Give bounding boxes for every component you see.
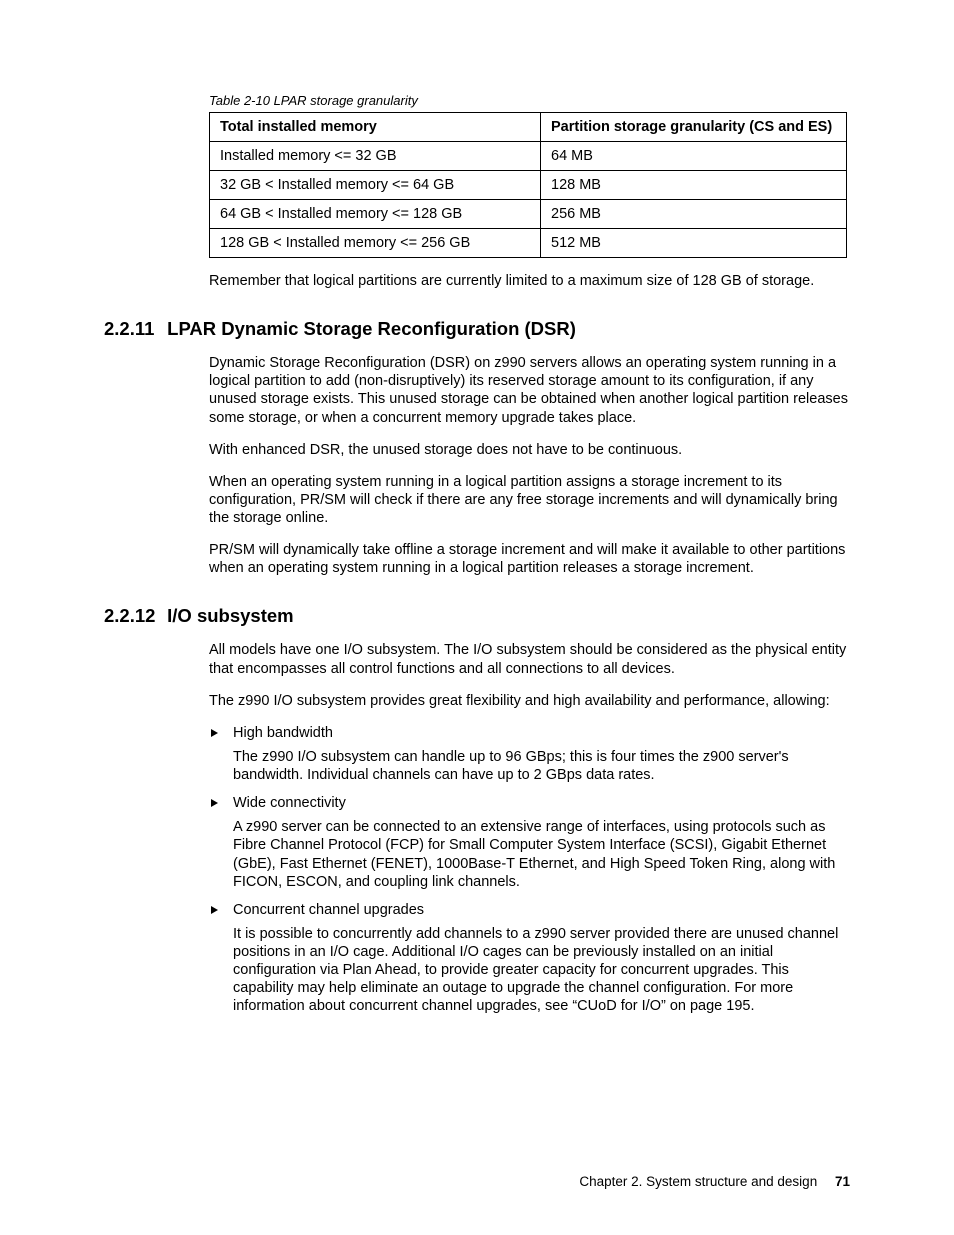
table-row: 128 GB < Installed memory <= 256 GB 512 … bbox=[210, 229, 847, 258]
list-item-body: It is possible to concurrently add chann… bbox=[233, 925, 850, 1016]
list-item-body: A z990 server can be connected to an ext… bbox=[233, 818, 850, 891]
granularity-table: Total installed memory Partition storage… bbox=[209, 112, 847, 258]
section-number: 2.2.11 bbox=[104, 318, 162, 340]
paragraph: With enhanced DSR, the unused storage do… bbox=[209, 441, 850, 459]
paragraph: All models have one I/O subsystem. The I… bbox=[209, 641, 850, 677]
section-title: LPAR Dynamic Storage Reconfiguration (DS… bbox=[167, 318, 576, 339]
table-row: 64 GB < Installed memory <= 128 GB 256 M… bbox=[210, 200, 847, 229]
list-item: Concurrent channel upgrades It is possib… bbox=[209, 901, 850, 1016]
footer-chapter: Chapter 2. System structure and design bbox=[579, 1174, 817, 1189]
post-table-note: Remember that logical partitions are cur… bbox=[209, 272, 850, 290]
table-header: Total installed memory bbox=[210, 113, 541, 142]
paragraph: Dynamic Storage Reconfiguration (DSR) on… bbox=[209, 354, 850, 427]
section-heading-io: 2.2.12 I/O subsystem bbox=[104, 605, 850, 627]
paragraph: PR/SM will dynamically take offline a st… bbox=[209, 541, 850, 577]
table-cell: 32 GB < Installed memory <= 64 GB bbox=[210, 171, 541, 200]
table-row: 32 GB < Installed memory <= 64 GB 128 MB bbox=[210, 171, 847, 200]
paragraph: The z990 I/O subsystem provides great fl… bbox=[209, 692, 850, 710]
table-cell: 128 GB < Installed memory <= 256 GB bbox=[210, 229, 541, 258]
section-body-io: All models have one I/O subsystem. The I… bbox=[209, 641, 850, 1015]
bullet-list: High bandwidth The z990 I/O subsystem ca… bbox=[209, 724, 850, 1016]
paragraph: Remember that logical partitions are cur… bbox=[209, 272, 850, 290]
table-cell: 256 MB bbox=[541, 200, 847, 229]
table-cell: 512 MB bbox=[541, 229, 847, 258]
table-cell: 64 GB < Installed memory <= 128 GB bbox=[210, 200, 541, 229]
section-title: I/O subsystem bbox=[167, 605, 293, 626]
table-caption: Table 2-10 LPAR storage granularity bbox=[209, 93, 850, 108]
section-number: 2.2.12 bbox=[104, 605, 162, 627]
table-cell: 128 MB bbox=[541, 171, 847, 200]
list-item-title: Concurrent channel upgrades bbox=[233, 901, 850, 919]
table-header: Partition storage granularity (CS and ES… bbox=[541, 113, 847, 142]
table-cell: Installed memory <= 32 GB bbox=[210, 142, 541, 171]
page: Table 2-10 LPAR storage granularity Tota… bbox=[0, 0, 954, 1235]
list-item-body: The z990 I/O subsystem can handle up to … bbox=[233, 748, 850, 784]
section-body-dsr: Dynamic Storage Reconfiguration (DSR) on… bbox=[209, 354, 850, 577]
table-header-row: Total installed memory Partition storage… bbox=[210, 113, 847, 142]
page-footer: Chapter 2. System structure and design 7… bbox=[579, 1174, 850, 1189]
list-item-title: High bandwidth bbox=[233, 724, 850, 742]
table-row: Installed memory <= 32 GB 64 MB bbox=[210, 142, 847, 171]
list-item-title: Wide connectivity bbox=[233, 794, 850, 812]
table-cell: 64 MB bbox=[541, 142, 847, 171]
list-item: High bandwidth The z990 I/O subsystem ca… bbox=[209, 724, 850, 784]
paragraph: When an operating system running in a lo… bbox=[209, 473, 850, 527]
section-heading-dsr: 2.2.11 LPAR Dynamic Storage Reconfigurat… bbox=[104, 318, 850, 340]
list-item: Wide connectivity A z990 server can be c… bbox=[209, 794, 850, 891]
footer-page-number: 71 bbox=[835, 1174, 850, 1189]
